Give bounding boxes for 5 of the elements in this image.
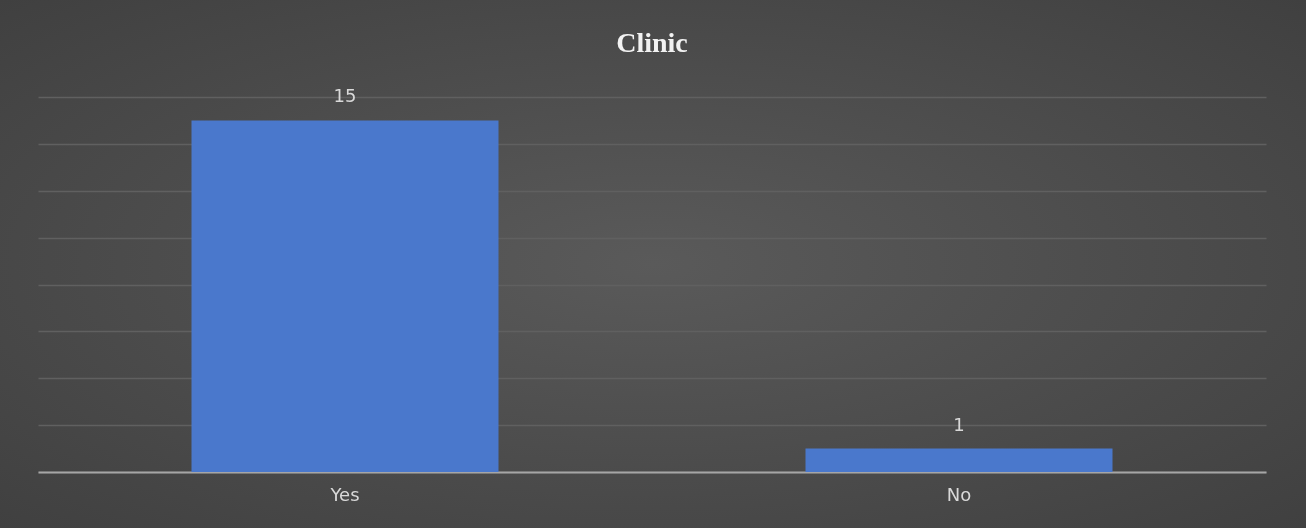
- chart-title: Clinic: [616, 27, 688, 59]
- x-tick-label: Yes: [329, 483, 360, 505]
- data-label: 15: [333, 85, 357, 107]
- x-tick-label: No: [946, 483, 972, 505]
- data-label: 1: [953, 413, 965, 435]
